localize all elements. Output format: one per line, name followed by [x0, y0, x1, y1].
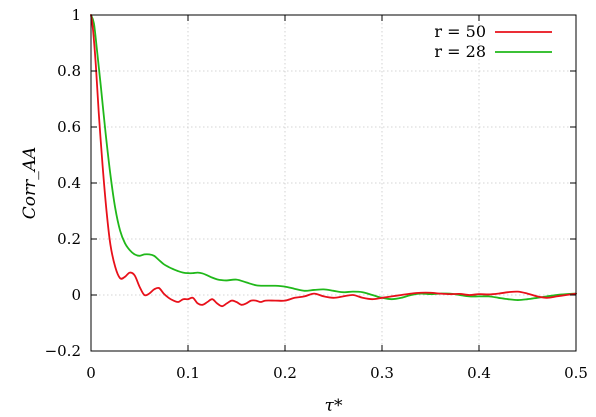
y-tick-label: −0.2	[45, 342, 81, 360]
x-tick-label: 0	[86, 364, 96, 382]
series-line-1	[90, 14, 577, 301]
series-line-0	[90, 14, 577, 308]
x-tick-label: 0.3	[370, 364, 394, 382]
y-axis-label: Corr_AA	[20, 147, 40, 220]
y-tick-label: 0.2	[57, 230, 81, 248]
x-tick-label: 0.4	[467, 364, 491, 382]
y-tick-label: 0.6	[57, 118, 81, 136]
legend-label-0: r = 50	[434, 22, 486, 41]
x-tick-label: 0.1	[176, 364, 200, 382]
legend: r = 50r = 28	[434, 22, 552, 61]
y-tick-label: 0.8	[57, 62, 81, 80]
legend-label-1: r = 28	[434, 42, 486, 61]
y-tick-label: 1	[71, 6, 81, 24]
y-tick-label: 0.4	[57, 174, 81, 192]
grid	[91, 15, 576, 351]
ticks: 0 0.1 0.2 0.3 0.4 0.5 −0.2 0 0.2 0.4 0.6 0.8 1	[45, 6, 588, 382]
series-layer	[90, 14, 577, 308]
x-tick-label: 0.5	[564, 364, 588, 382]
y-tick-label: 0	[71, 286, 81, 304]
x-axis-label: τ*	[325, 396, 343, 416]
x-tick-label: 0.2	[273, 364, 297, 382]
